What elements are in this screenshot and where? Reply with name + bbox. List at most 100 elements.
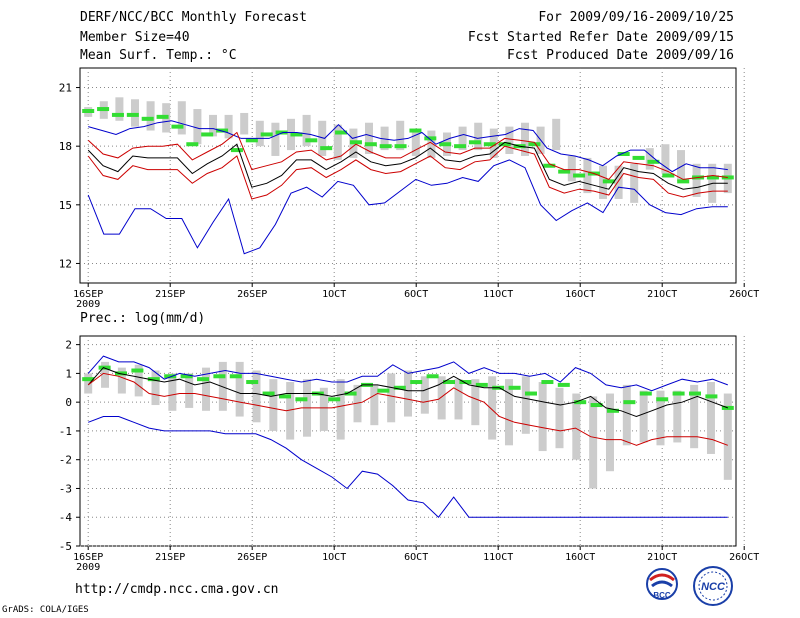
median-mark [409, 128, 422, 133]
spread-box [271, 122, 280, 156]
spread-box [269, 379, 278, 431]
spread-box [286, 382, 295, 440]
spread-box [605, 393, 614, 472]
spread-box [706, 382, 715, 454]
median-mark [623, 400, 636, 405]
spread-box [387, 373, 396, 423]
precipitation-panel: 16SEP 21SEP 26SEP 1OCT 6OCT 11OCT 16OCT 21OCT 26… [59, 335, 759, 573]
y-tick-label: -5 [59, 540, 72, 553]
spread-box [380, 126, 389, 151]
median-mark [443, 380, 455, 385]
y-tick-label: -3 [59, 482, 72, 495]
median-mark [607, 408, 619, 413]
spread-box [177, 101, 186, 135]
series-max [88, 120, 728, 173]
median-mark [639, 391, 652, 396]
spread-box [336, 379, 345, 440]
variable-label: Mean Surf. Temp.: °C [80, 48, 237, 63]
median-mark [328, 397, 341, 402]
x-tick-label: 21SEP [155, 289, 185, 300]
median-mark [111, 112, 124, 117]
median-mark [410, 380, 423, 385]
median-mark [201, 132, 214, 137]
median-mark [483, 142, 496, 147]
y-tick-label: 21 [59, 82, 72, 95]
spread-box [427, 130, 436, 158]
median-mark [295, 397, 308, 402]
x-tick-label: 26SEP [237, 289, 267, 300]
spread-box [333, 124, 342, 160]
spread-box [101, 361, 110, 388]
series-spread_hi [87, 367, 728, 418]
source-url[interactable]: http://cmdp.ncc.cma.gov.cn [75, 582, 279, 597]
y-tick-label: -4 [59, 511, 73, 524]
spread-box [396, 120, 405, 151]
median-mark [426, 374, 439, 379]
y-tick-label: 15 [59, 199, 72, 212]
spread-box [151, 370, 160, 406]
spread-box [193, 109, 202, 145]
spread-box [622, 384, 631, 446]
spread-box [168, 373, 177, 411]
median-mark [602, 179, 615, 184]
series-spread_hi [87, 131, 728, 180]
median-mark [279, 394, 291, 399]
median-mark [344, 391, 357, 396]
precip-title: Prec.: log(mm/d) [80, 311, 205, 326]
spread-box [224, 114, 233, 139]
median-mark [394, 144, 407, 149]
median-mark [275, 130, 288, 135]
x-tick-label: 11OCT [483, 289, 513, 300]
median-mark [498, 142, 511, 147]
y-tick-label: 12 [59, 257, 72, 270]
spread-box [235, 361, 244, 417]
median-mark [262, 391, 275, 396]
median-mark [186, 142, 199, 147]
produced-date: Fcst Produced Date 2009/09/16 [507, 48, 734, 63]
median-mark [558, 169, 571, 174]
median-mark [617, 152, 630, 156]
spread-box [146, 101, 155, 131]
median-mark [377, 388, 390, 393]
median-mark [290, 132, 303, 137]
median-mark [349, 140, 362, 145]
spread-box [583, 157, 592, 194]
spread-box [677, 150, 685, 182]
spread-box [690, 384, 699, 449]
median-mark [260, 132, 273, 137]
median-mark [156, 114, 169, 119]
x-tick-label: 26OCT [729, 289, 759, 300]
spread-box [255, 120, 264, 147]
spread-box [84, 373, 93, 394]
spread-box [589, 396, 598, 489]
spread-box [645, 148, 654, 170]
median-mark [305, 138, 318, 143]
spread-box [471, 379, 480, 426]
spread-box [404, 370, 412, 417]
median-mark [197, 377, 209, 382]
year-label: 2009 [76, 562, 100, 573]
forecast-range: For 2009/09/16-2009/10/25 [538, 10, 734, 25]
x-tick-label: 1OCT [322, 289, 346, 300]
median-mark [171, 124, 184, 129]
spread-box [319, 387, 328, 431]
x-tick-label: 21OCT [647, 289, 677, 300]
series-min [88, 416, 728, 518]
spread-box [538, 382, 547, 452]
median-mark [662, 173, 675, 178]
spread-box [630, 163, 639, 203]
median-mark [335, 130, 348, 135]
median-mark [705, 394, 718, 399]
spread-box [521, 376, 530, 434]
spread-box [240, 112, 249, 135]
median-mark [590, 403, 603, 408]
median-mark [647, 159, 660, 164]
plot-frame [79, 335, 737, 547]
median-mark [459, 380, 472, 385]
spread-box [639, 390, 648, 443]
x-tick-label: 16OCT [565, 289, 595, 300]
x-tick-label: 21OCT [647, 552, 677, 563]
median-mark [656, 397, 669, 402]
median-mark [180, 374, 193, 379]
